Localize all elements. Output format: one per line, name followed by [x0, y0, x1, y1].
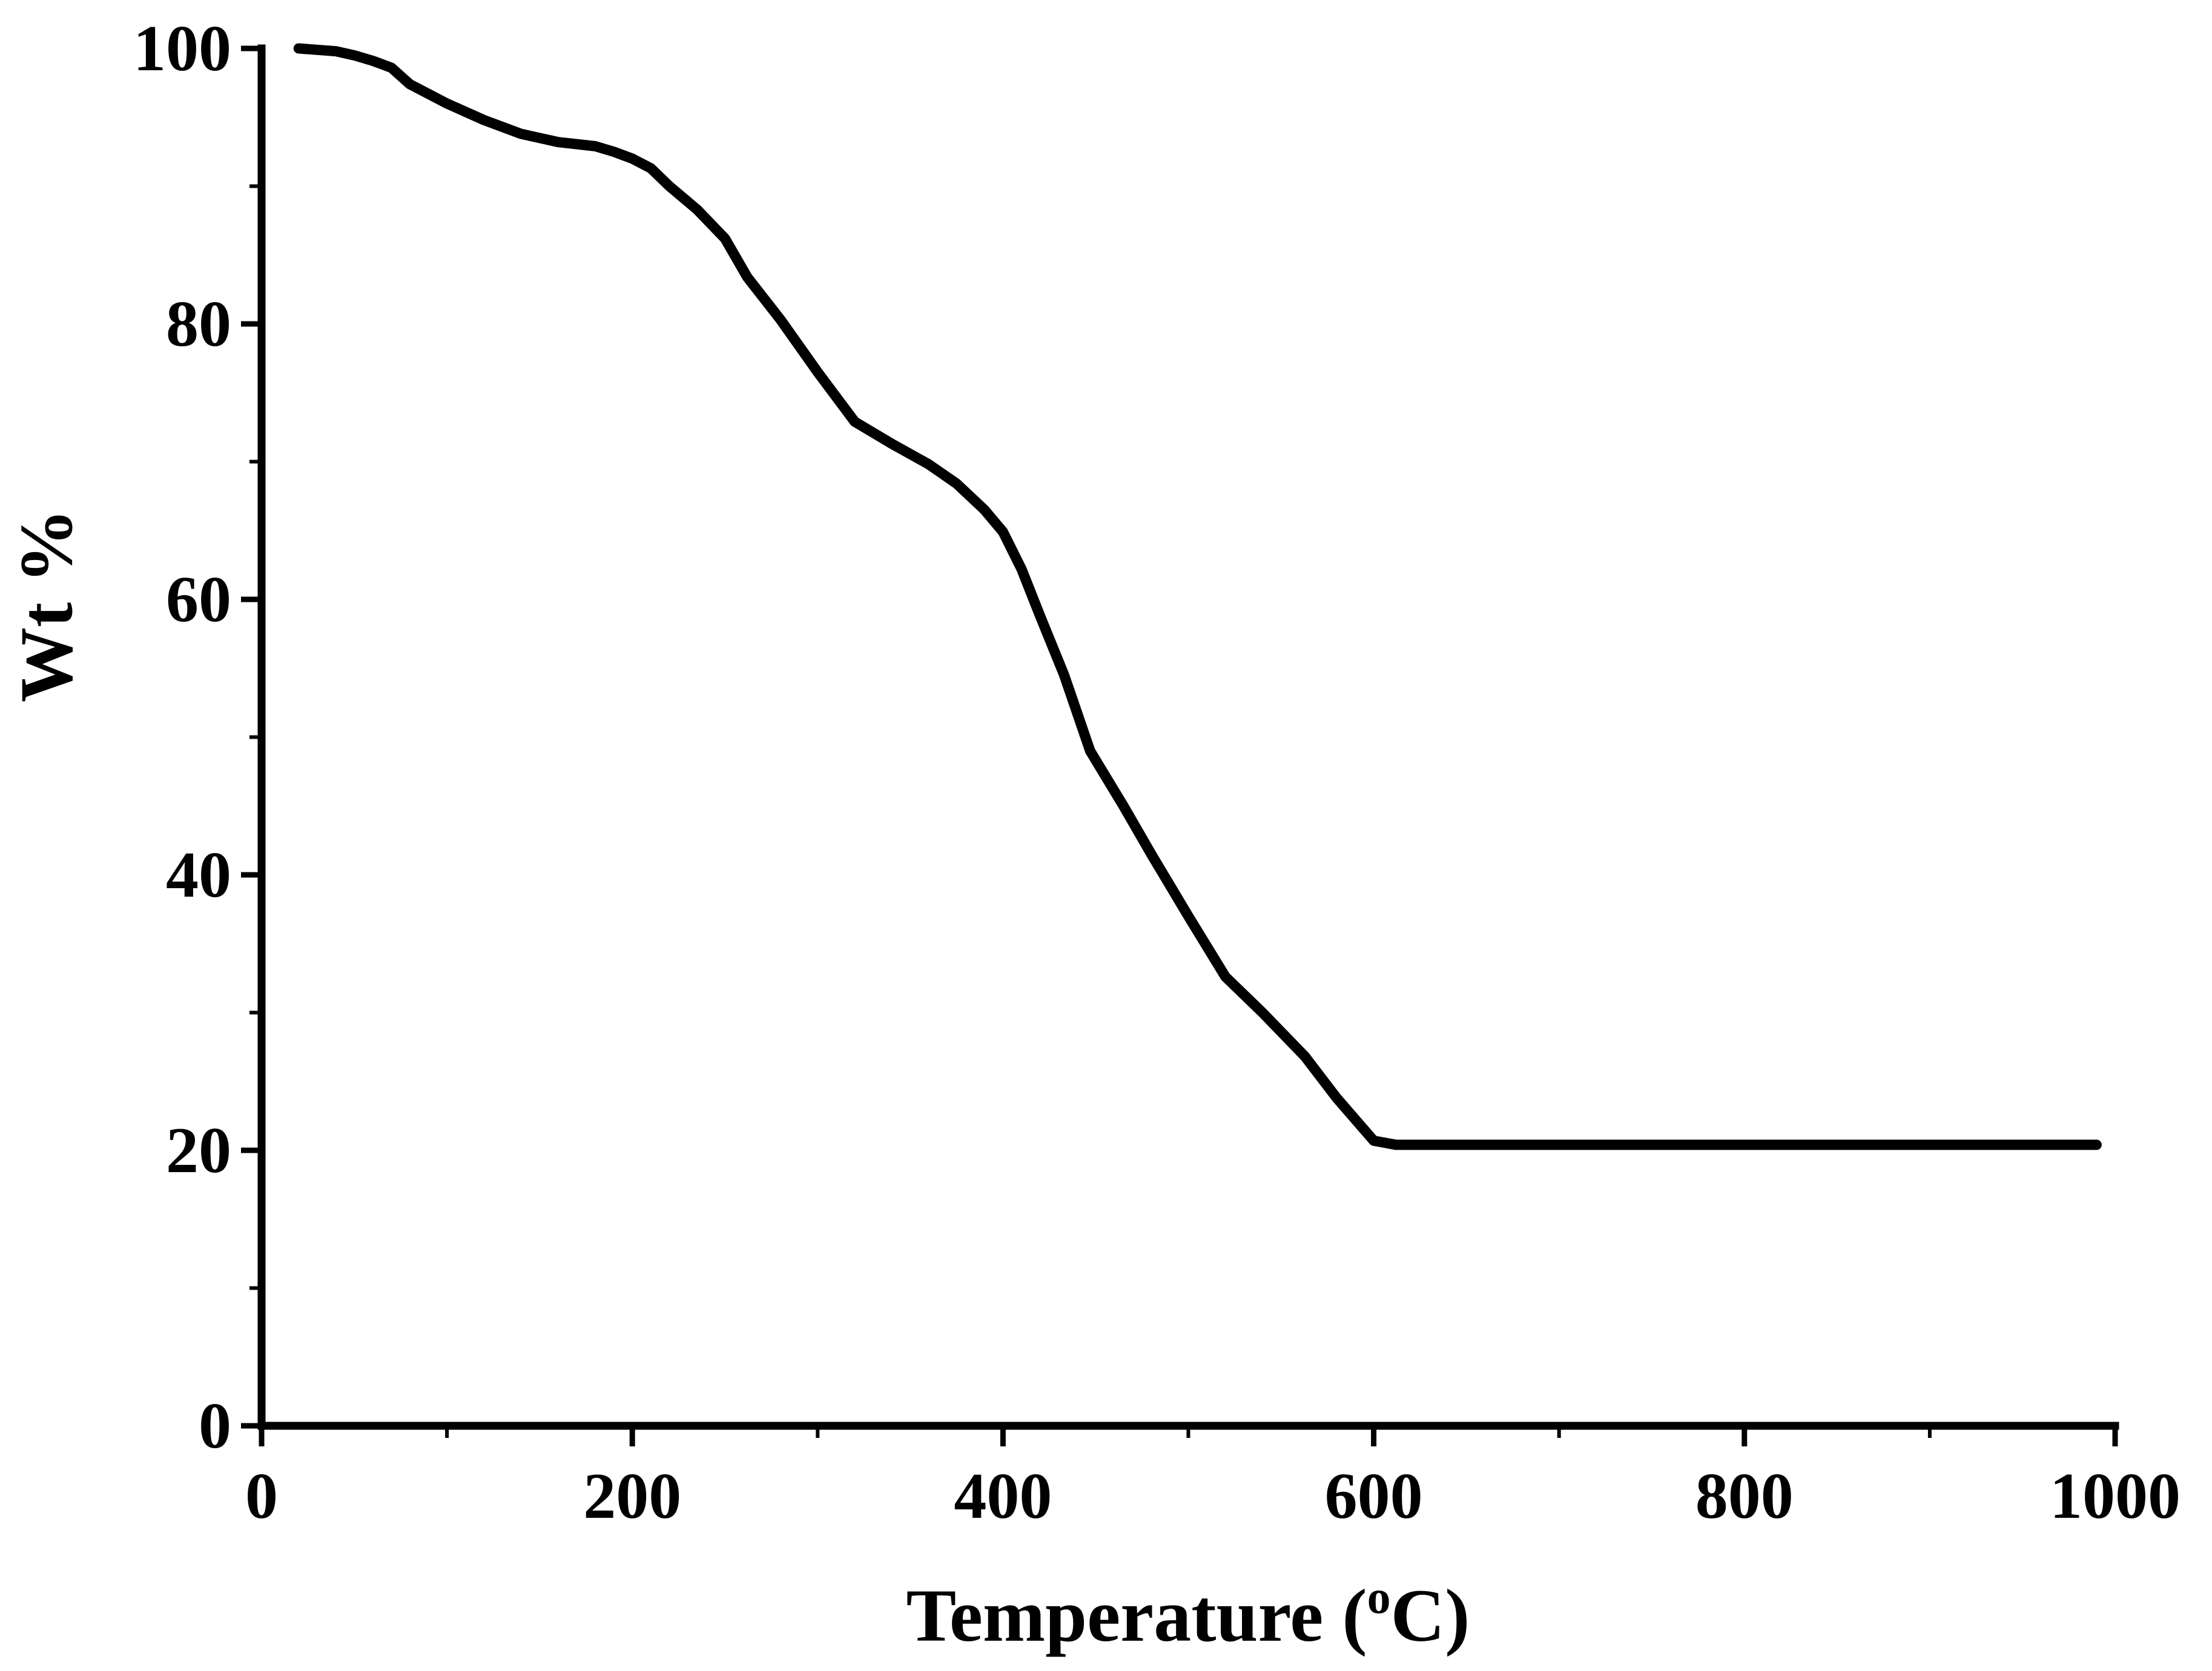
x-axis-title-text: Temperature ( [906, 1574, 1367, 1657]
series-line-wt-percent [293, 43, 2102, 1150]
x-axis-title: Temperature (oC) [906, 1570, 1470, 1657]
axis-tick-labels: 0 200 400 600 800 1000 0 20 40 60 80 100 [133, 13, 2181, 1532]
y-tick-label: 80 [166, 288, 231, 360]
x-tick-label: 800 [1695, 1460, 1794, 1532]
x-tick-label: 600 [1325, 1460, 1423, 1532]
y-tick-label: 100 [133, 13, 231, 85]
x-tick-label: 200 [583, 1460, 681, 1532]
x-tick-label: 0 [245, 1460, 278, 1532]
x-tick-label: 400 [954, 1460, 1052, 1532]
x-axis-title-unit: C) [1391, 1574, 1470, 1657]
x-axis-title-superscript: o [1367, 1570, 1391, 1623]
axis-ticks [241, 45, 2118, 1446]
x-tick-label: 1000 [2050, 1460, 2181, 1532]
y-tick-label: 20 [166, 1115, 231, 1187]
y-axis-title: Wt % [5, 509, 88, 702]
y-tick-label: 40 [166, 839, 231, 911]
y-tick-label: 60 [166, 564, 231, 636]
y-tick-label: 0 [199, 1390, 231, 1462]
